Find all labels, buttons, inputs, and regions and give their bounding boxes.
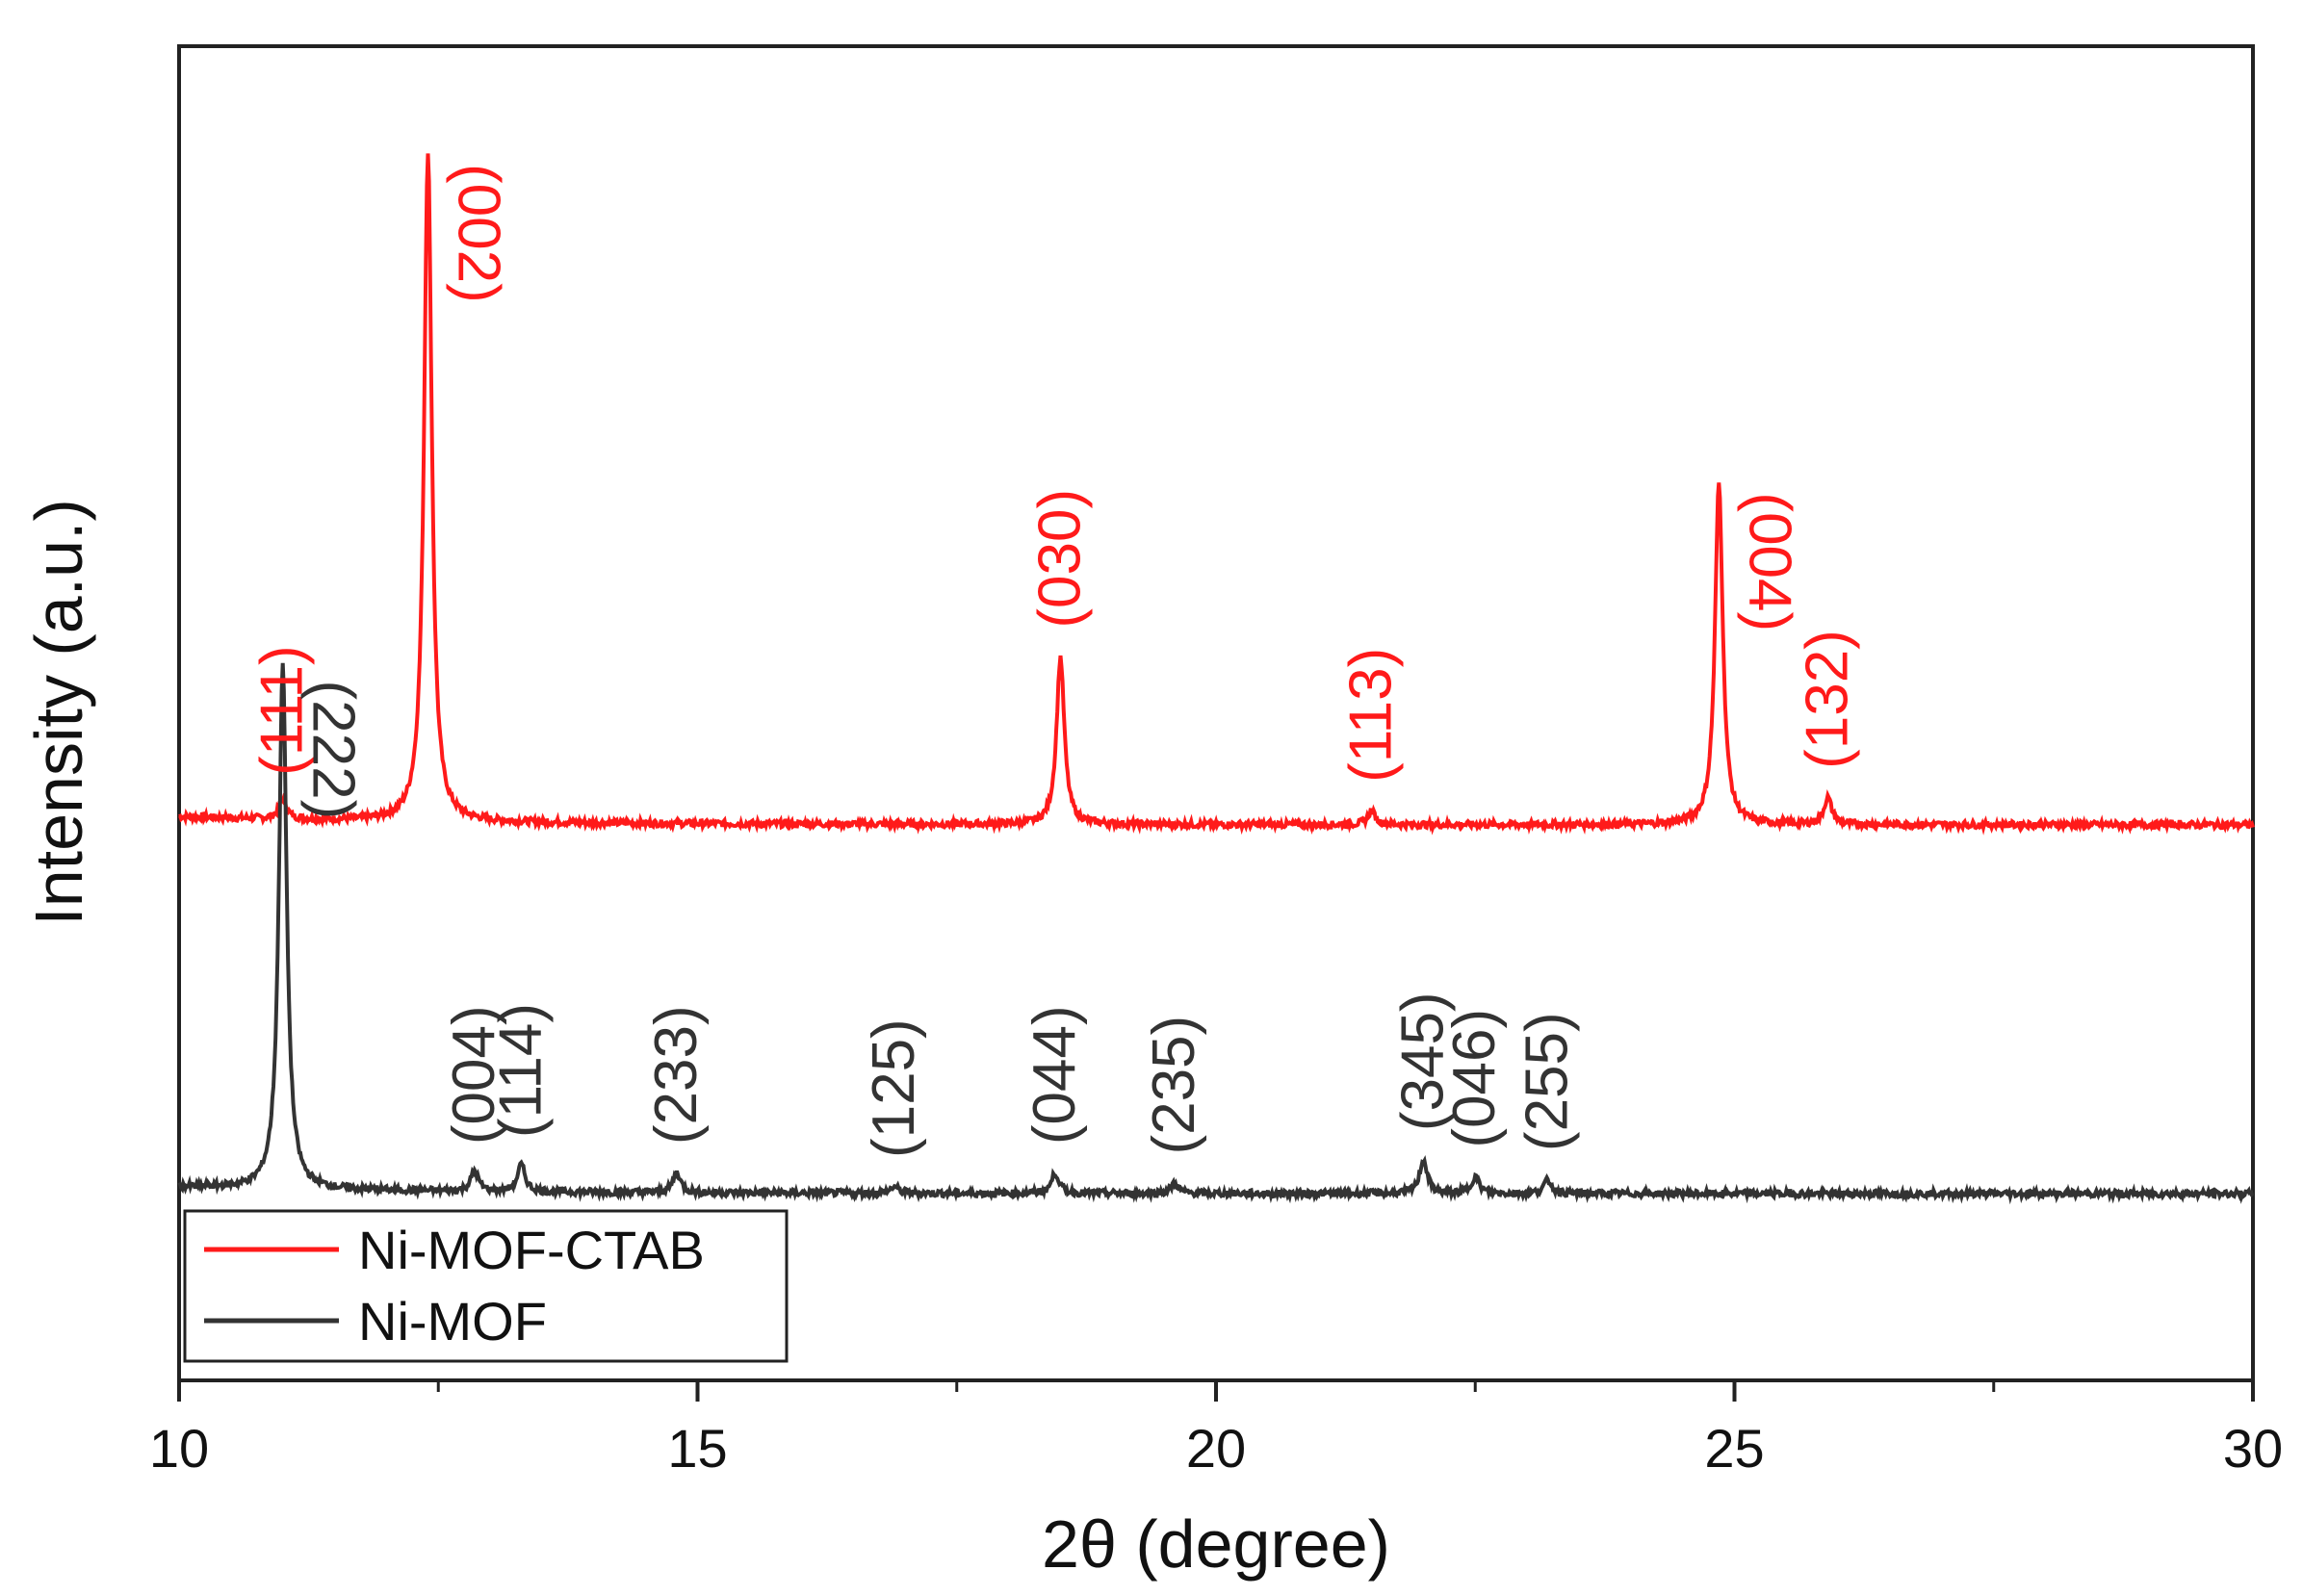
peak-label-ni-mof: (046)	[1441, 1009, 1508, 1148]
x-axis-ticks: 10 15 20 25 30	[149, 1380, 2283, 1479]
legend-label-ni-mof: Ni-MOF	[358, 1291, 547, 1351]
peak-label-ni-mof-ctab: (004)	[1736, 492, 1802, 631]
peak-labels: (111)(002)(030)(113)(004)(132)(222)(004)…	[249, 164, 1861, 1158]
peak-label-ni-mof: (222)	[300, 681, 367, 820]
peak-label-ni-mof-ctab: (030)	[1026, 489, 1093, 629]
x-tick-label: 10	[149, 1418, 209, 1479]
peak-label-ni-mof: (233)	[643, 1005, 710, 1145]
peak-label-ni-mof: (255)	[1514, 1012, 1581, 1151]
series-line-ni-mof-ctab	[178, 153, 2255, 836]
peak-label-ni-mof-ctab: (111)	[249, 645, 316, 776]
x-axis-title: 2θ (degree)	[1042, 1506, 1390, 1582]
x-tick-label: 25	[1704, 1418, 1764, 1479]
x-tick-label: 20	[1186, 1418, 1246, 1479]
legend-label-ni-mof-ctab: Ni-MOF-CTAB	[358, 1220, 705, 1280]
peak-label-ni-mof: (044)	[1022, 1005, 1088, 1145]
legend-box	[183, 1209, 789, 1363]
series-layer	[177, 153, 2255, 1205]
peak-label-ni-mof: (004)	[441, 1005, 507, 1145]
peak-label-ni-mof: (114)	[487, 1003, 554, 1138]
peak-label-ni-mof: (125)	[861, 1018, 927, 1158]
y-axis-title: Intensity (a.u.)	[21, 499, 96, 926]
peak-label-ni-mof: (235)	[1141, 1016, 1207, 1155]
peak-label-ni-mof-ctab: (132)	[1794, 630, 1860, 769]
x-tick-label: 15	[667, 1418, 727, 1479]
legend: Ni-MOF-CTAB Ni-MOF	[183, 1209, 789, 1363]
x-tick-label: 30	[2223, 1418, 2283, 1479]
peak-label-ni-mof-ctab: (113)	[1338, 648, 1405, 783]
peak-label-ni-mof-ctab: (002)	[445, 164, 511, 303]
series-line-ni-mof	[177, 662, 2255, 1205]
peak-label-ni-mof: (345)	[1389, 991, 1456, 1131]
